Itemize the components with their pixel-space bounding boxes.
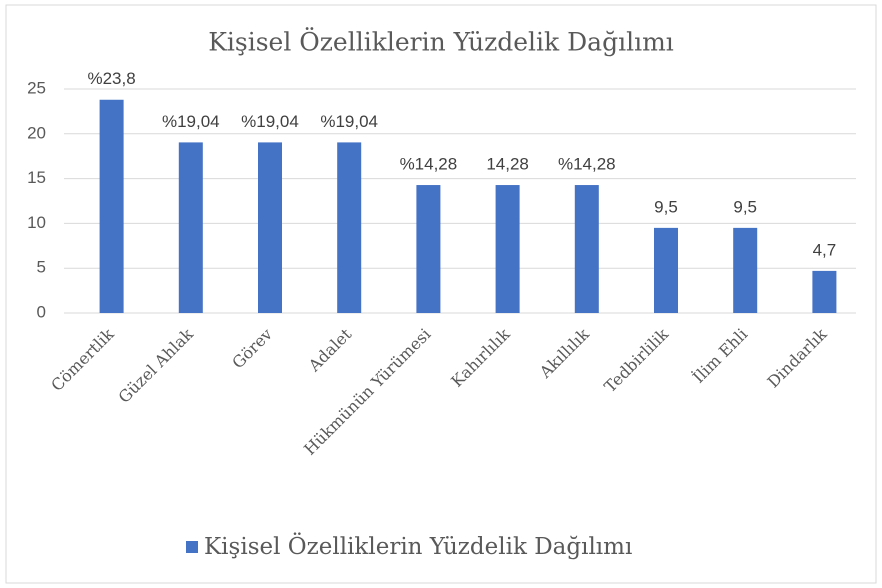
bar (812, 270, 837, 313)
bar (733, 227, 758, 313)
bar (574, 185, 599, 313)
value-label: 4,7 (813, 240, 837, 259)
y-tick-label: 5 (37, 258, 46, 277)
bar (337, 142, 362, 313)
value-label: %23,8 (87, 69, 135, 88)
y-tick-label: 10 (27, 213, 46, 232)
value-label: %14,28 (558, 155, 616, 174)
y-tick-label: 20 (27, 123, 46, 142)
bar (495, 185, 520, 313)
value-label: 9,5 (654, 197, 678, 216)
bar (258, 142, 282, 313)
legend-label: Kişisel Özelliklerin Yüzdelik Dağılımı (204, 533, 632, 560)
bar (416, 185, 441, 313)
bar (654, 227, 678, 313)
value-label: 9,5 (733, 197, 757, 216)
y-tick-label: 15 (27, 168, 46, 187)
value-label: %19,04 (162, 112, 220, 131)
value-label: %19,04 (241, 112, 299, 131)
bar (99, 99, 124, 313)
y-tick-label: 25 (27, 78, 46, 97)
chart-border (5, 4, 877, 584)
value-label: 14,28 (486, 155, 529, 174)
chart-title: Kişisel Özelliklerin Yüzdelik Dağılımı (208, 28, 674, 57)
bar (178, 142, 203, 313)
legend-swatch (186, 541, 198, 553)
y-tick-label: 0 (37, 302, 46, 321)
value-label: %14,28 (400, 155, 458, 174)
value-label: %19,04 (320, 112, 378, 131)
